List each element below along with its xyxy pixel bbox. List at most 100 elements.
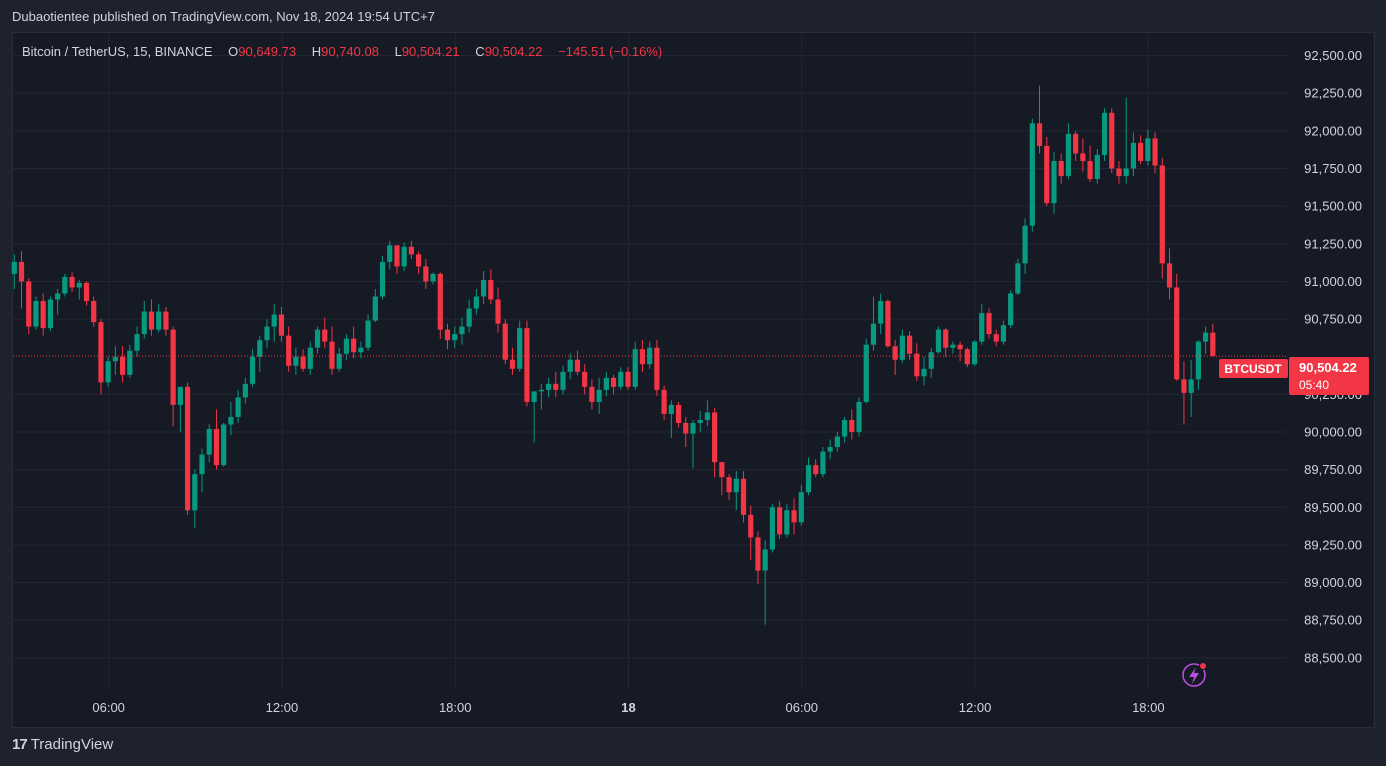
candle-body bbox=[105, 361, 111, 383]
candle-body bbox=[870, 323, 877, 345]
candle-body bbox=[683, 422, 689, 434]
candle-body bbox=[387, 245, 393, 262]
candle-body bbox=[675, 404, 682, 423]
candle-body bbox=[473, 296, 479, 309]
candle-body bbox=[264, 326, 270, 341]
legend-open: 90,649.73 bbox=[238, 44, 297, 59]
candle-body bbox=[842, 419, 848, 437]
time-axis: 06:00 12:00 18:00 18 06:00 12:00 18:00 bbox=[92, 700, 1164, 715]
grid-lines bbox=[13, 33, 1287, 690]
candle-body bbox=[18, 261, 25, 282]
candle-body bbox=[1145, 138, 1151, 161]
candle-body bbox=[488, 279, 494, 300]
legend-l-label: L bbox=[394, 44, 402, 59]
candle-body bbox=[1159, 165, 1165, 264]
candle-body bbox=[596, 389, 602, 402]
legend-close: 90,504.22 bbox=[484, 44, 543, 59]
candle-body bbox=[177, 386, 183, 405]
candle-body bbox=[112, 356, 118, 362]
x-tick-label: 18:00 bbox=[1132, 700, 1165, 715]
candle-body bbox=[719, 462, 725, 478]
candle-body bbox=[603, 377, 609, 390]
candle-body bbox=[40, 301, 46, 329]
candle-body bbox=[1203, 332, 1209, 342]
candle-body bbox=[199, 454, 205, 475]
tradingview-branding[interactable]: 17 TradingView bbox=[12, 736, 113, 753]
candle-body bbox=[221, 424, 227, 466]
publisher-line: Dubaotientee published on TradingView.co… bbox=[12, 9, 435, 24]
candle-body bbox=[805, 465, 812, 493]
candle-body bbox=[878, 301, 884, 324]
candle-body bbox=[668, 404, 674, 414]
candle-body bbox=[437, 273, 443, 330]
candle-body bbox=[379, 261, 386, 297]
x-tick-label: 06:00 bbox=[786, 700, 819, 715]
candle-body bbox=[928, 352, 934, 369]
candle-body bbox=[827, 447, 833, 452]
candle-body bbox=[957, 344, 963, 350]
candle-body bbox=[1130, 142, 1136, 169]
candle-body bbox=[249, 356, 256, 384]
candle-body bbox=[704, 412, 711, 420]
candle-body bbox=[935, 329, 942, 353]
candles bbox=[11, 85, 1216, 625]
price-tag-symbol: BTCUSDT bbox=[1224, 362, 1282, 376]
candle-body bbox=[610, 377, 617, 387]
tradingview-brand-text: TradingView bbox=[30, 736, 114, 753]
candle-body bbox=[271, 314, 277, 327]
candle-body bbox=[408, 246, 414, 255]
candle-body bbox=[394, 245, 400, 267]
y-tick-label: 89,250.00 bbox=[1304, 537, 1362, 552]
y-tick-label: 88,500.00 bbox=[1304, 650, 1362, 665]
candle-body bbox=[372, 296, 378, 321]
candle-body bbox=[906, 335, 913, 354]
candle-body bbox=[993, 334, 999, 342]
x-tick-label: 06:00 bbox=[92, 700, 125, 715]
candle-body bbox=[1195, 341, 1201, 380]
candle-body bbox=[914, 353, 920, 377]
candle-body bbox=[228, 416, 234, 425]
y-tick-label: 91,750.00 bbox=[1304, 161, 1362, 176]
candle-body bbox=[416, 254, 422, 267]
candle-body bbox=[242, 383, 248, 398]
lightning-icon[interactable] bbox=[1182, 662, 1207, 687]
candle-body bbox=[1087, 160, 1093, 180]
candle-body bbox=[401, 246, 407, 267]
candle-body bbox=[365, 320, 371, 348]
legend-low: 90,504.21 bbox=[401, 44, 460, 59]
candle-body bbox=[307, 347, 313, 369]
y-tick-label: 89,500.00 bbox=[1304, 500, 1362, 515]
y-tick-label: 89,000.00 bbox=[1304, 575, 1362, 590]
candle-body bbox=[574, 359, 581, 372]
candle-body bbox=[452, 334, 458, 341]
candle-body bbox=[1138, 142, 1144, 161]
candle-body bbox=[55, 293, 61, 300]
candle-body bbox=[26, 281, 32, 327]
candle-body bbox=[1101, 112, 1108, 155]
x-tick-label: 18:00 bbox=[439, 700, 472, 715]
candle-body bbox=[98, 322, 104, 383]
price-tag-price: 90,504.22 bbox=[1299, 360, 1357, 375]
candle-body bbox=[1174, 287, 1180, 380]
candle-body bbox=[329, 341, 335, 369]
candle-body bbox=[148, 311, 155, 330]
candle-body bbox=[1022, 225, 1028, 264]
candle-body bbox=[690, 422, 696, 434]
candle-body bbox=[943, 329, 949, 348]
candle-body bbox=[1044, 145, 1050, 204]
candle-body bbox=[971, 341, 978, 365]
y-tick-label: 91,500.00 bbox=[1304, 199, 1362, 214]
y-tick-label: 92,000.00 bbox=[1304, 123, 1362, 138]
candle-body bbox=[481, 279, 487, 297]
legend-change: −145.51 (−0.16%) bbox=[558, 44, 663, 59]
legend-c-label: C bbox=[475, 44, 485, 59]
candle-body bbox=[979, 313, 985, 342]
candle-body bbox=[278, 314, 285, 336]
candle-body bbox=[1116, 168, 1122, 177]
candle-body bbox=[134, 334, 140, 351]
candle-body bbox=[769, 507, 775, 550]
y-tick-label: 90,750.00 bbox=[1304, 312, 1362, 327]
candle-body bbox=[156, 311, 162, 330]
candle-body bbox=[863, 344, 869, 402]
